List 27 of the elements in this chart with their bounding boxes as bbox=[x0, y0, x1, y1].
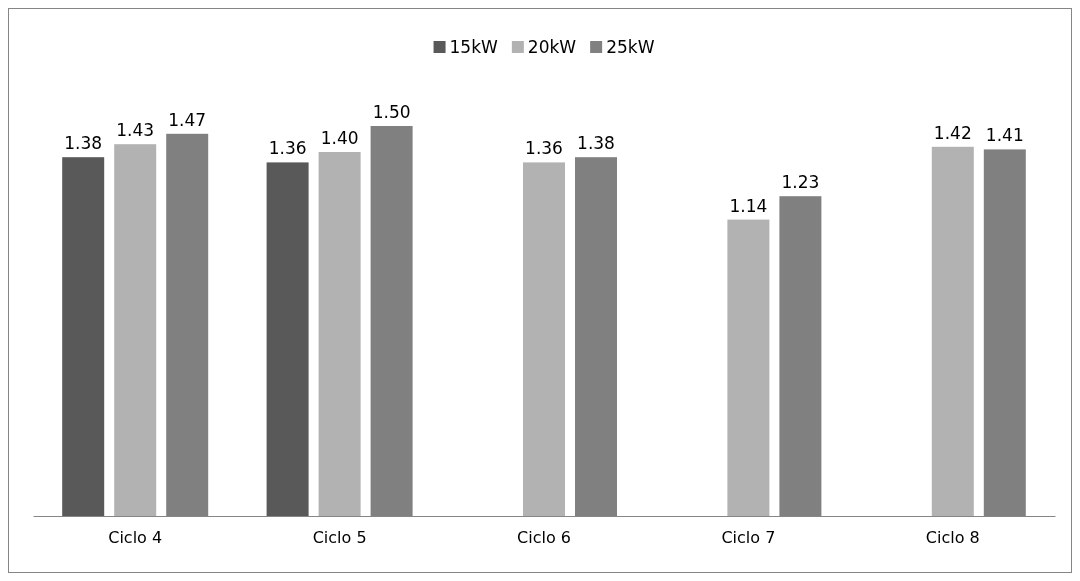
legend-label: 15kW bbox=[449, 37, 499, 57]
x-tick-label: Ciclo 8 bbox=[925, 528, 980, 548]
bar bbox=[62, 157, 105, 516]
bar bbox=[318, 152, 361, 516]
bar bbox=[266, 162, 309, 516]
data-label: 1.47 bbox=[168, 109, 207, 130]
bar bbox=[931, 146, 974, 516]
x-tick-label: Ciclo 6 bbox=[517, 528, 571, 548]
x-tick-label: Ciclo 5 bbox=[312, 528, 367, 548]
data-label: 1.40 bbox=[320, 128, 359, 148]
data-label: 1.50 bbox=[372, 102, 411, 122]
data-label: 1.41 bbox=[985, 125, 1024, 146]
data-label: 1.23 bbox=[781, 172, 820, 193]
bar bbox=[114, 144, 157, 516]
data-label: 1.36 bbox=[525, 138, 563, 159]
data-label: 1.14 bbox=[729, 195, 768, 216]
bar bbox=[727, 219, 770, 516]
data-label: 1.38 bbox=[577, 133, 615, 154]
data-label: 1.42 bbox=[933, 122, 972, 143]
data-label: 1.43 bbox=[116, 120, 155, 141]
data-label: 1.38 bbox=[64, 133, 103, 154]
x-tick-label: Ciclo 7 bbox=[721, 528, 776, 548]
data-label: 1.36 bbox=[268, 138, 307, 159]
x-tick-label: Ciclo 4 bbox=[108, 528, 163, 548]
bar bbox=[523, 162, 565, 516]
legend-label: 20kW bbox=[527, 37, 577, 57]
legend-label: 25kW bbox=[606, 37, 655, 57]
